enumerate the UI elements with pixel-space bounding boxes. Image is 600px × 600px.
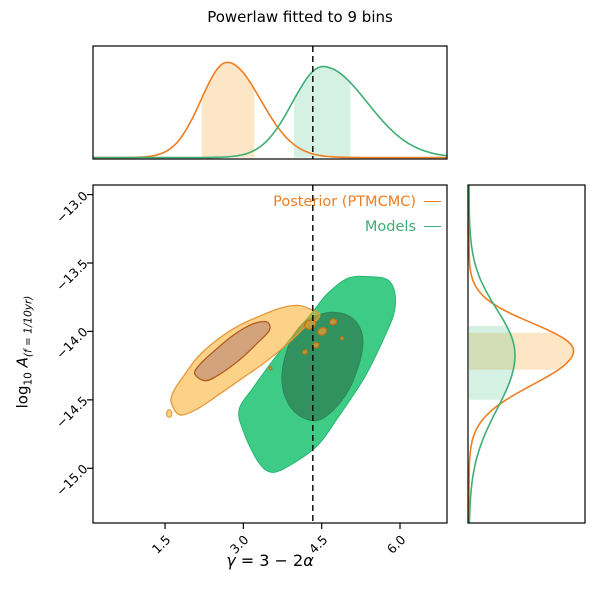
main-plot-area bbox=[166, 275, 397, 473]
posterior-right-credible-band bbox=[469, 332, 574, 370]
legend-label-models: Models bbox=[364, 219, 416, 235]
top-marginal-plot-area bbox=[93, 61, 447, 159]
y-axis-label: log10 A(f = 1/10yr) bbox=[14, 296, 35, 409]
models-top-credible-band bbox=[294, 66, 351, 158]
posterior-contour-blob bbox=[329, 318, 338, 326]
top-marginal-frame bbox=[92, 45, 448, 160]
posterior-contour-blob bbox=[317, 327, 328, 336]
models-top-kde-curve bbox=[93, 65, 447, 159]
x-label-mid: = 3 − 2 bbox=[235, 551, 304, 570]
posterior-contour-blob bbox=[268, 366, 273, 371]
posterior-top-kde-curve bbox=[93, 61, 447, 159]
legend-line-models-icon bbox=[424, 226, 441, 227]
x-label-gamma: γ bbox=[226, 551, 236, 570]
models-right-kde-curve bbox=[468, 185, 516, 523]
right-marginal-plot-area bbox=[468, 185, 575, 523]
models-right-credible-band bbox=[469, 325, 515, 400]
x-axis-label: γ = 3 − 2α bbox=[93, 551, 447, 570]
y-label-A: A bbox=[13, 357, 32, 368]
y-label-sub10: 10 bbox=[22, 372, 35, 386]
legend-label-posterior: Posterior (PTMCMC) bbox=[273, 194, 416, 210]
posterior-contour-blob bbox=[301, 349, 309, 355]
y-label-subscript: (f = 1/10yr) bbox=[22, 295, 35, 358]
main-frame bbox=[92, 184, 448, 524]
legend: Posterior (PTMCMC) Models bbox=[273, 190, 441, 240]
plot-title: Powerlaw fitted to 9 bins bbox=[207, 8, 393, 26]
legend-item-posterior: Posterior (PTMCMC) bbox=[273, 190, 441, 215]
posterior-contour-inner bbox=[193, 320, 271, 382]
posterior-right-kde-curve bbox=[468, 185, 575, 523]
posterior-contour-outer bbox=[170, 304, 321, 416]
posterior-top-credible-band bbox=[201, 62, 255, 158]
posterior-tail-blob bbox=[166, 409, 173, 418]
right-marginal-frame bbox=[467, 184, 586, 524]
x-label-alpha: α bbox=[303, 551, 314, 570]
legend-item-models: Models bbox=[273, 215, 441, 240]
posterior-contour-blob bbox=[339, 336, 345, 341]
y-label-log: log bbox=[13, 385, 32, 409]
legend-line-posterior-icon bbox=[424, 201, 441, 202]
